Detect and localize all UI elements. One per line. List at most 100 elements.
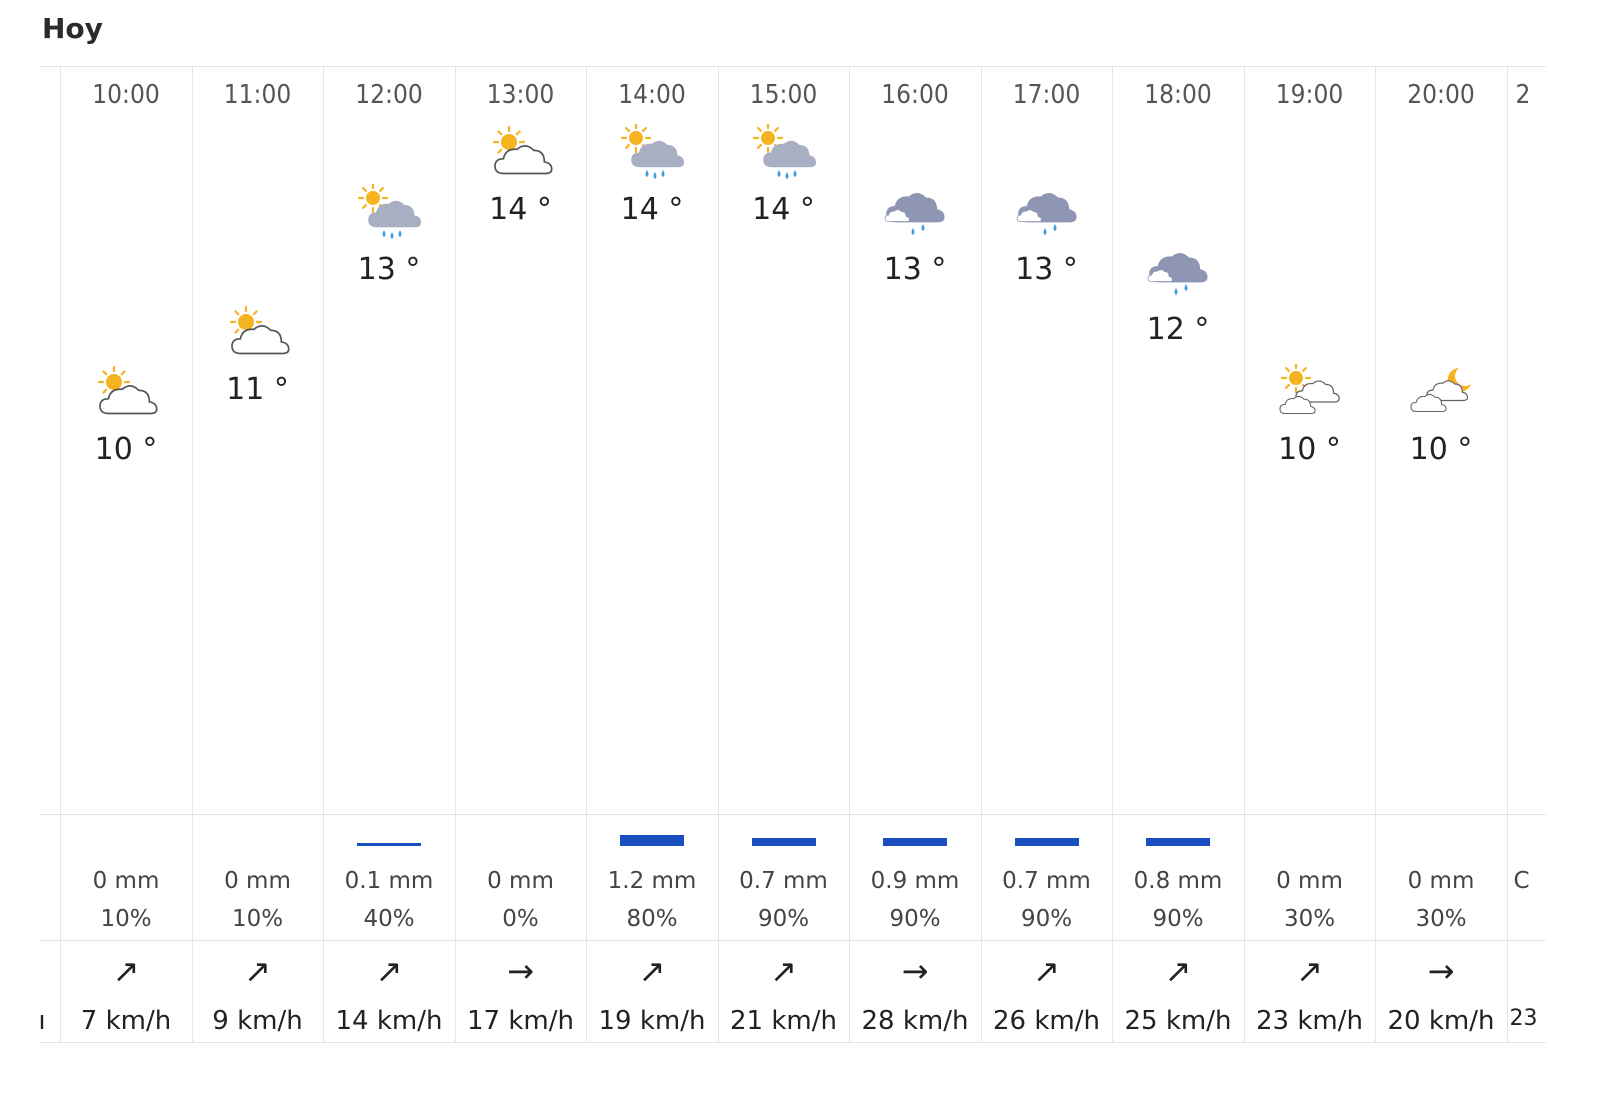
wind-direction-arrow-icon: ↗: [1033, 952, 1060, 990]
hour-label: 20:00: [1407, 80, 1475, 110]
precipitation-probability: 90%: [757, 906, 810, 932]
temperature: 14 °: [489, 192, 552, 227]
wind-direction-arrow-icon: ↗: [770, 952, 797, 990]
hour-column[interactable]: 19:00 10 ° 0 mm 30% ↗ 23 km/h: [1243, 66, 1375, 1042]
divider: [40, 66, 1546, 67]
precipitation-amount: 0.8 mm: [1133, 868, 1223, 894]
hour-label: 15:00: [749, 80, 818, 110]
temperature: 11 °: [226, 372, 289, 407]
precipitation-amount: 0 mm: [1276, 868, 1343, 894]
precipitation-amount: 0.7 mm: [1002, 868, 1091, 894]
precipitation-probability: 30%: [1415, 906, 1467, 932]
sun-cloud-rain-icon: [752, 122, 816, 184]
precipitation-probability: 80%: [626, 906, 678, 932]
wind-direction-arrow-icon: ↗: [638, 952, 666, 990]
precipitation-bar: [1014, 838, 1079, 846]
wind-direction-arrow-icon: →: [901, 952, 929, 990]
hour-label: 14:00: [618, 80, 686, 110]
hour-label: 17:00: [1012, 80, 1081, 110]
page-title: Hoy: [42, 12, 103, 45]
hour-column[interactable]: 12:00 13 ° 0.1 mm 40% ↗ 14 km/h: [323, 66, 454, 1042]
hour-column[interactable]: 18:00 12 ° 0.8 mm 90% ↗ 25 km/h: [1112, 66, 1243, 1042]
wind-direction-arrow-icon: ↗: [1164, 952, 1192, 990]
hour-column[interactable]: 11:00 11 ° 0 mm 10% ↗ 9 km/h: [191, 66, 323, 1042]
hour-column[interactable]: 20:00 10 ° 0 mm 30% → 20 km/h: [1375, 66, 1506, 1042]
sun-cloud-rain-icon: [620, 122, 685, 184]
hour-label: 12:00: [355, 80, 423, 110]
sun-cloud-rain-icon: [357, 182, 422, 244]
wind-speed: 9 km/h: [212, 1006, 303, 1036]
divider: [40, 814, 1546, 815]
temperature: 10 °: [1409, 432, 1473, 467]
hour-label: 11:00: [223, 80, 292, 110]
partly-cloudy-icon: [94, 364, 158, 424]
hour-column[interactable]: 13:00 14 ° 0 mm 0% → 17 km/h: [454, 66, 586, 1042]
sun-clouds-icon: [1278, 362, 1342, 424]
wind-speed: 23: [1509, 1006, 1538, 1031]
precipitation-probability: 30%: [1283, 906, 1336, 932]
precipitation-bar: [1146, 838, 1210, 846]
hour-label: 16:00: [881, 80, 949, 110]
divider: [40, 940, 1546, 941]
temperature: 13 °: [357, 252, 421, 287]
precipitation-probability: 10%: [100, 906, 152, 932]
wind-direction-arrow-icon: →: [1427, 952, 1455, 990]
wind-direction-arrow-icon: ↗: [244, 952, 271, 990]
precipitation-amount: 0 mm: [1407, 868, 1475, 894]
hour-column[interactable]: 17:00 13 ° 0.7 mm 90% ↗ 26 km/h: [980, 66, 1112, 1042]
hour-column[interactable]: 14:00 14 ° 1.2 mm 80% ↗ 19 km/h: [586, 66, 717, 1042]
precipitation-amount: 0 mm: [487, 868, 554, 894]
hourly-forecast-strip[interactable]: ı 10:00 10 ° 0 mm 10% ↗ 7 km/h 11:00 11 …: [40, 66, 1546, 1043]
wind-direction-arrow-icon: ↗: [1296, 952, 1323, 990]
hour-label: 18:00: [1144, 80, 1212, 110]
precipitation-amount: 1.2 mm: [607, 868, 697, 894]
cloud-rain-icon: [1015, 184, 1079, 244]
precipitation-bar: [883, 838, 947, 846]
hour-label: 10:00: [92, 80, 160, 110]
precipitation-probability: 90%: [889, 906, 941, 932]
wind-speed: 19 km/h: [598, 1006, 706, 1036]
cloud-rain-icon: [883, 184, 947, 244]
wind-speed: 14 km/h: [335, 1006, 443, 1036]
precipitation-probability: 0%: [502, 906, 539, 932]
wind-direction-arrow-icon: ↗: [112, 952, 140, 990]
precipitation-bar: [751, 838, 816, 846]
hour-column[interactable]: 16:00 13 ° 0.9 mm 90% → 28 km/h: [849, 66, 980, 1042]
precipitation-amount: C: [1513, 868, 1530, 894]
precipitation-probability: 40%: [363, 906, 415, 932]
hour-label: 13:00: [486, 80, 555, 110]
hour-column-partial[interactable]: 2 C 23: [1506, 66, 1538, 1042]
precipitation-probability: 90%: [1152, 906, 1204, 932]
wind-speed: 23 km/h: [1256, 1006, 1363, 1036]
hour-label: 19:00: [1275, 80, 1344, 110]
precipitation-amount: 0 mm: [224, 868, 291, 894]
wind-speed: 26 km/h: [993, 1006, 1100, 1036]
temperature: 13 °: [883, 252, 947, 287]
partly-cloudy-icon: [489, 124, 553, 184]
precipitation-amount: 0.9 mm: [870, 868, 960, 894]
cloud-rain-icon: [1146, 244, 1210, 304]
wind-speed: 20 km/h: [1387, 1006, 1495, 1036]
temperature: 10 °: [1278, 432, 1341, 467]
precipitation-amount: 0 mm: [92, 868, 160, 894]
precipitation-bar: [357, 843, 421, 846]
wind-speed: 21 km/h: [730, 1006, 837, 1036]
precipitation-probability: 90%: [1020, 906, 1073, 932]
wind-speed: 7 km/h: [80, 1006, 172, 1036]
moon-clouds-icon: [1409, 364, 1473, 424]
wind-direction-arrow-icon: →: [507, 952, 534, 990]
precipitation-probability: 10%: [231, 906, 284, 932]
hour-column[interactable]: 10:00 10 ° 0 mm 10% ↗ 7 km/h: [60, 66, 191, 1042]
temperature: 14 °: [752, 192, 815, 227]
wind-speed: 17 km/h: [467, 1006, 574, 1036]
temperature: 14 °: [620, 192, 684, 227]
precipitation-bar: [620, 835, 684, 846]
wind-speed-fragment: ı: [40, 1006, 48, 1036]
precipitation-amount: 0.7 mm: [739, 868, 828, 894]
hour-label: 2: [1515, 80, 1531, 110]
temperature: 10 °: [94, 432, 158, 467]
temperature: 12 °: [1146, 312, 1210, 347]
hour-column[interactable]: 15:00 14 ° 0.7 mm 90% ↗ 21 km/h: [717, 66, 849, 1042]
wind-speed: 28 km/h: [861, 1006, 969, 1036]
temperature: 13 °: [1015, 252, 1078, 287]
